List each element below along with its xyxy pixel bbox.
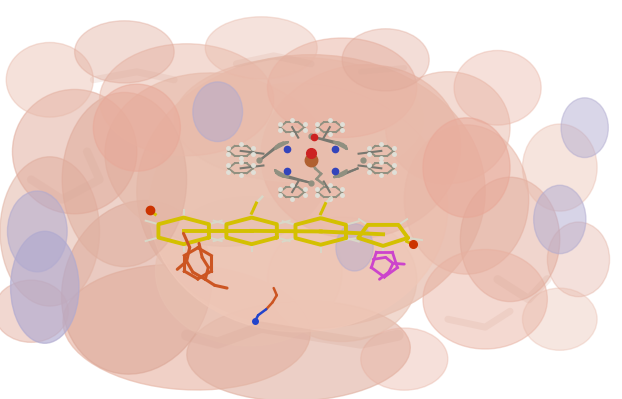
Ellipse shape [267, 217, 417, 342]
Ellipse shape [93, 84, 180, 171]
Ellipse shape [11, 231, 79, 343]
Ellipse shape [267, 38, 417, 138]
Ellipse shape [561, 98, 608, 158]
Ellipse shape [156, 197, 342, 346]
Ellipse shape [423, 118, 510, 217]
Ellipse shape [187, 301, 411, 399]
Ellipse shape [460, 177, 560, 302]
Ellipse shape [342, 29, 429, 91]
Ellipse shape [205, 17, 317, 79]
Ellipse shape [261, 65, 461, 239]
Ellipse shape [386, 72, 510, 184]
Ellipse shape [336, 224, 373, 271]
Ellipse shape [423, 249, 547, 349]
Ellipse shape [522, 288, 597, 350]
Ellipse shape [404, 125, 529, 274]
Ellipse shape [62, 93, 187, 267]
Ellipse shape [63, 265, 310, 390]
Ellipse shape [174, 57, 423, 182]
Ellipse shape [534, 185, 586, 254]
Ellipse shape [62, 200, 212, 374]
Ellipse shape [105, 73, 330, 246]
Ellipse shape [361, 328, 448, 390]
Ellipse shape [137, 55, 485, 328]
Ellipse shape [149, 83, 448, 332]
Ellipse shape [193, 82, 243, 142]
Ellipse shape [7, 191, 67, 272]
Ellipse shape [0, 157, 100, 306]
Ellipse shape [454, 50, 541, 125]
Ellipse shape [100, 44, 274, 156]
Ellipse shape [75, 21, 174, 83]
Ellipse shape [6, 42, 93, 117]
Ellipse shape [12, 89, 137, 214]
Ellipse shape [522, 124, 597, 211]
Ellipse shape [547, 222, 610, 297]
Ellipse shape [0, 280, 68, 342]
